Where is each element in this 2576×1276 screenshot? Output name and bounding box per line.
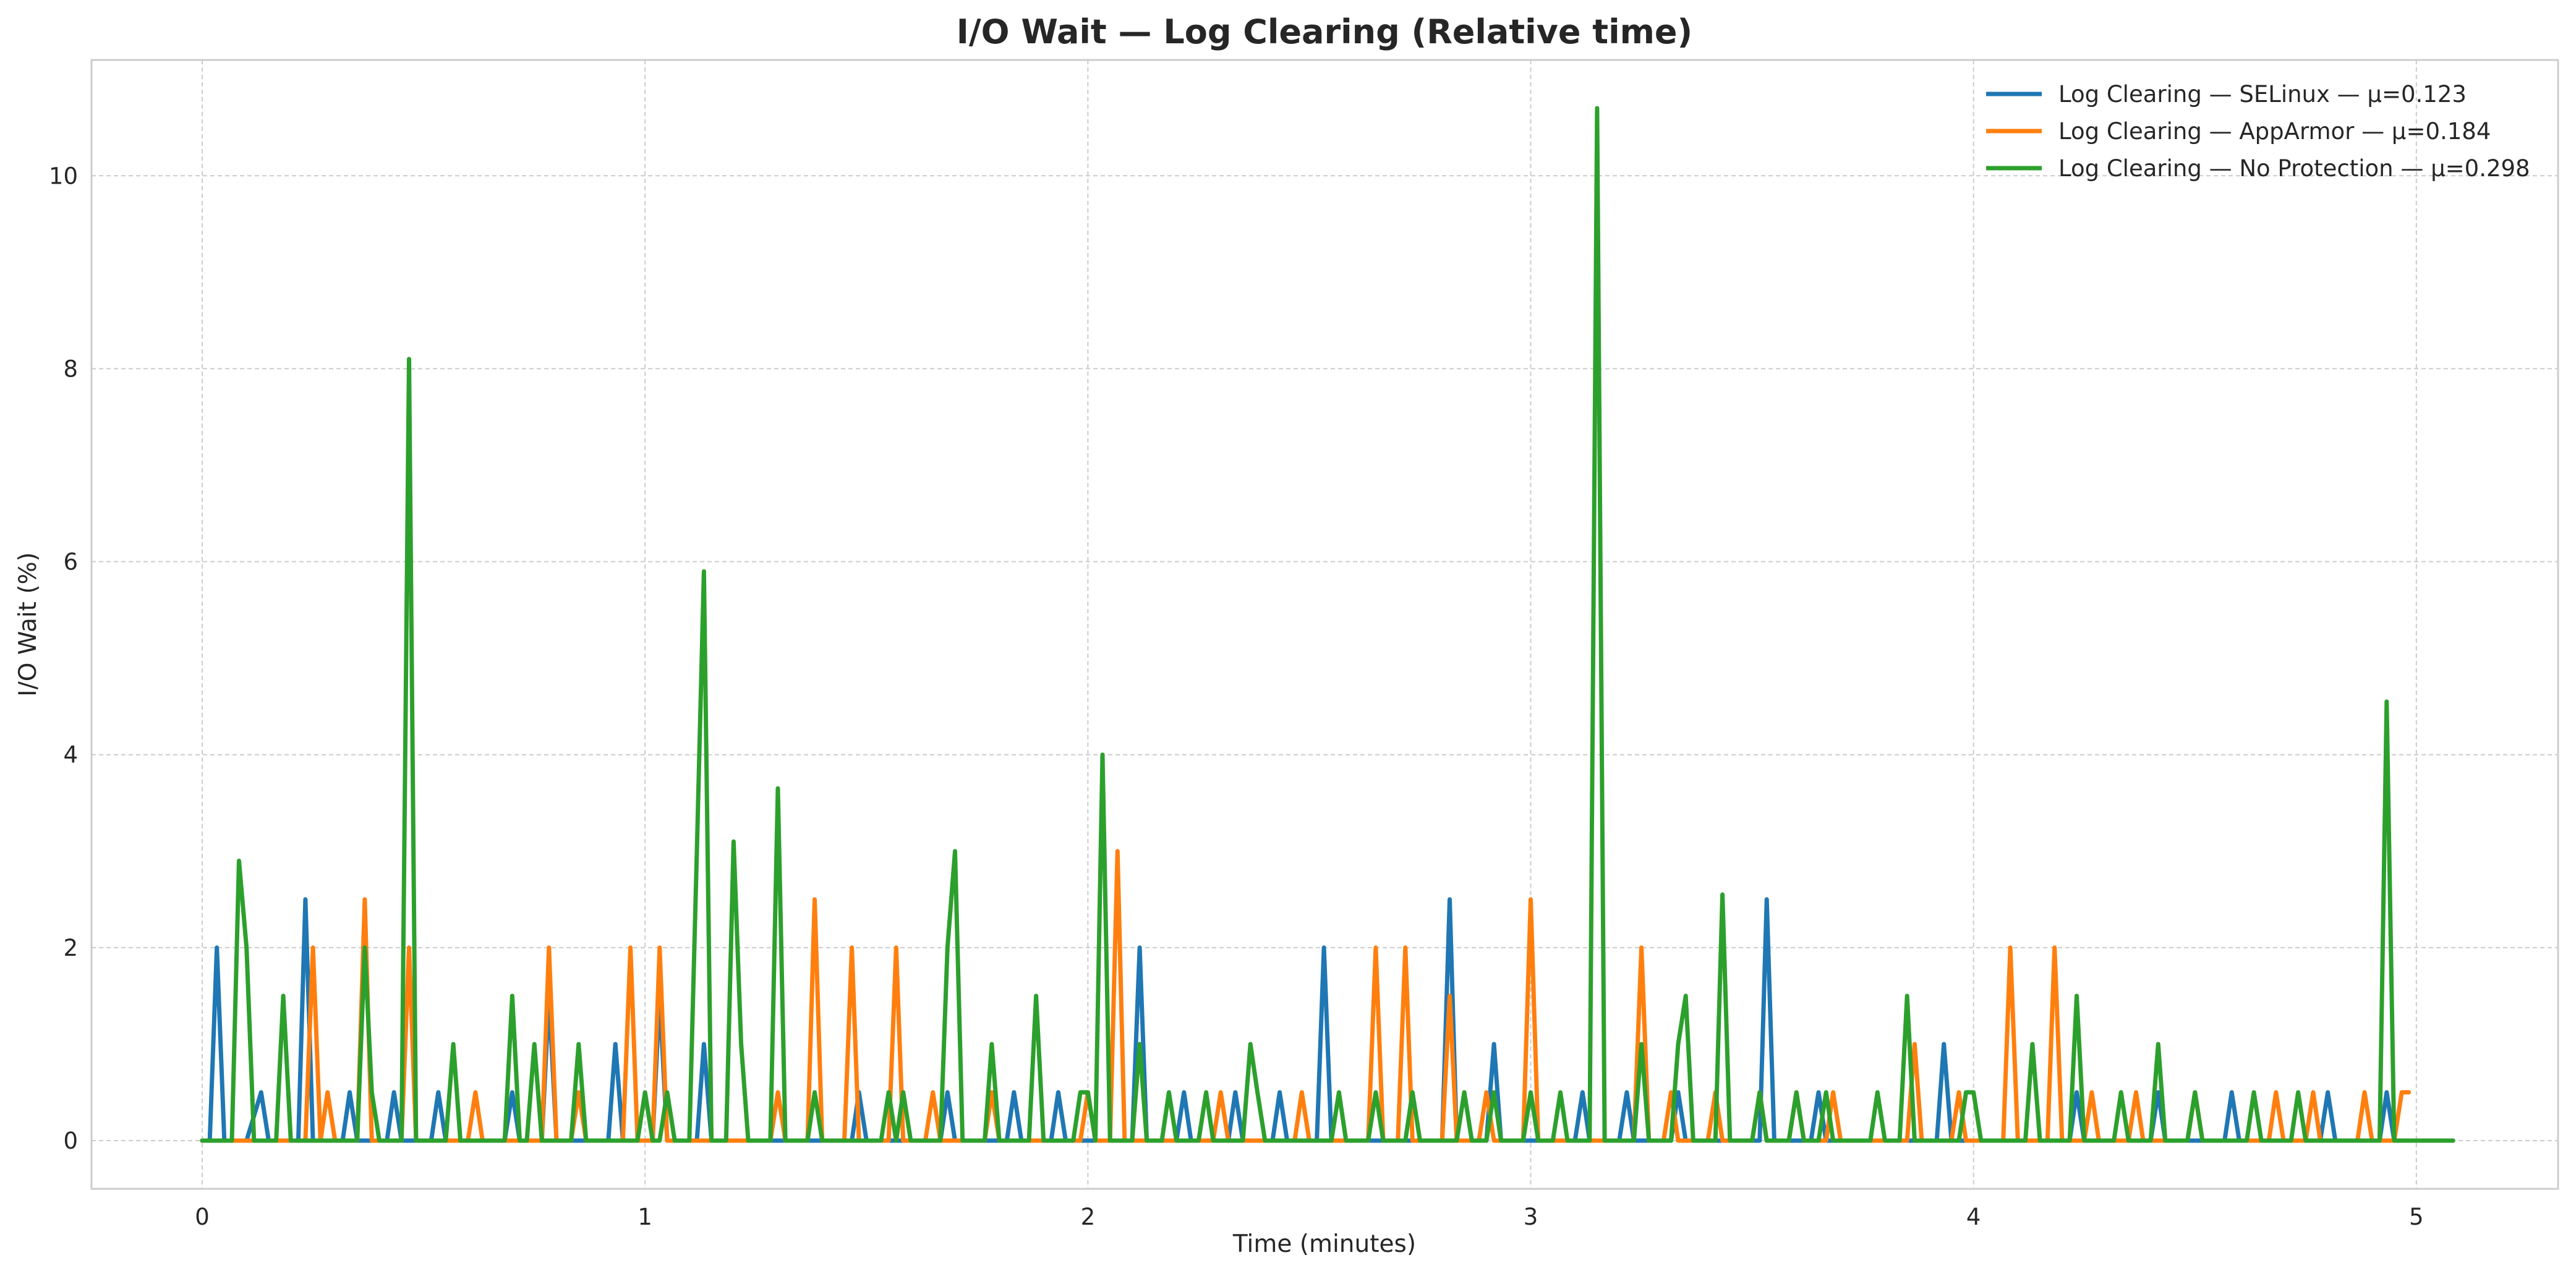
y-tick-label: 6	[63, 549, 78, 576]
y-axis-label: I/O Wait (%)	[14, 552, 42, 697]
legend-label-1: Log Clearing — AppArmor — μ=0.184	[2058, 118, 2491, 145]
plot-area-frame	[90, 59, 2559, 1190]
y-tick-label: 2	[63, 935, 78, 961]
x-tick-label: 4	[1966, 1204, 1981, 1230]
series-line-0	[200, 897, 2419, 1143]
chart-title: I/O Wait — Log Clearing (Relative time)	[957, 12, 1692, 51]
legend-label-0: Log Clearing — SELinux — μ=0.123	[2058, 81, 2467, 108]
x-axis-ticks: 0 1 2 3 4 5	[195, 1204, 2423, 1230]
x-tick-label: 5	[2409, 1204, 2424, 1230]
y-axis-ticks: 0 2 4 6 8 10	[49, 163, 78, 1154]
series-line-2	[200, 106, 2455, 1143]
series-lines	[200, 106, 2455, 1143]
legend: Log Clearing — SELinux — μ=0.123 Log Clea…	[1986, 81, 2530, 182]
y-tick-label: 8	[63, 355, 78, 382]
x-tick-label: 3	[1524, 1204, 1538, 1230]
x-tick-label: 0	[195, 1204, 210, 1230]
y-tick-label: 0	[63, 1128, 78, 1154]
x-axis-label: Time (minutes)	[1232, 1230, 1416, 1258]
x-tick-label: 1	[638, 1204, 652, 1230]
legend-label-2: Log Clearing — No Protection — μ=0.298	[2058, 155, 2530, 182]
y-tick-label: 10	[49, 163, 78, 189]
y-tick-label: 4	[63, 742, 78, 768]
x-tick-label: 2	[1081, 1204, 1096, 1230]
